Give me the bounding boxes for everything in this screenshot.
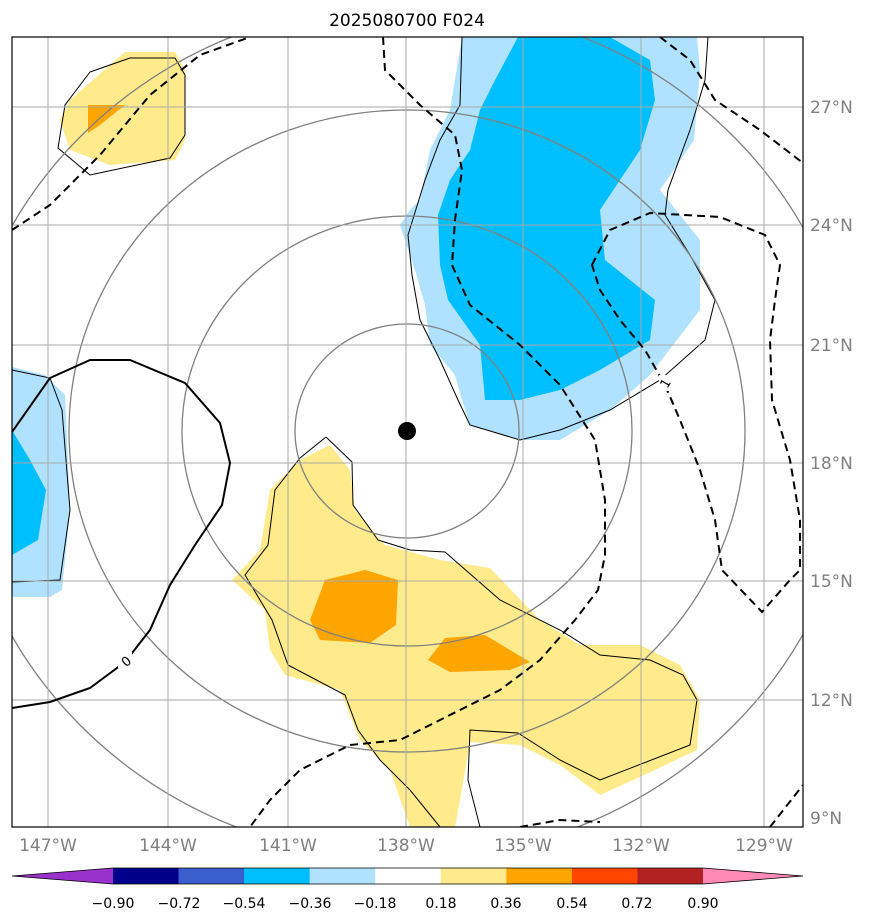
colorbar-tick-label: −0.18 <box>354 896 397 912</box>
negative-anomaly-strong-region-west <box>12 430 46 555</box>
lon-label: 144°W <box>139 836 197 856</box>
colorbar: −0.90 −0.72 −0.54 −0.36 −0.18 0.18 0.36 … <box>11 867 804 912</box>
lon-label: 141°W <box>259 836 317 856</box>
colorbar-swatch <box>309 868 376 884</box>
colorbar-tick-label: −0.36 <box>289 896 332 912</box>
colorbar-tick-label: −0.72 <box>158 896 201 912</box>
colorbar-tick-label: 0.72 <box>621 896 652 912</box>
map-plot-area: 0 1 <box>12 37 803 827</box>
colorbar-swatch <box>506 868 573 884</box>
dashed-contour-layer <box>12 37 803 827</box>
lon-label: 138°W <box>377 836 435 856</box>
range-ring-3 <box>68 109 746 753</box>
colorbar-tick-labels: −0.90 −0.72 −0.54 −0.36 −0.18 0.18 0.36 … <box>92 896 719 912</box>
longitude-labels: 147°W 144°W 141°W 138°W 135°W 132°W 129°… <box>19 836 793 856</box>
colorbar-tick-label: −0.54 <box>223 896 266 912</box>
positive-anomaly-light-region-northwest <box>60 52 185 165</box>
lon-label: 129°W <box>735 836 793 856</box>
shaded-field-layer <box>12 37 700 827</box>
colorbar-tick-label: 0.18 <box>425 896 456 912</box>
solid-contour-layer <box>12 359 232 709</box>
colorbar-swatches <box>12 868 803 884</box>
contour-label-one-bg <box>659 375 671 391</box>
dashed-contour-southeast <box>519 784 803 827</box>
colorbar-swatch <box>113 868 180 884</box>
positive-anomaly-light-region-south <box>232 445 700 827</box>
colorbar-tick-label: −0.90 <box>92 896 135 912</box>
solid-contour-zero <box>12 359 232 709</box>
lat-label: 27°N <box>810 98 853 118</box>
lon-label: 132°W <box>612 836 670 856</box>
lat-label: 15°N <box>810 572 853 592</box>
dashed-contour-east-inner <box>659 37 803 164</box>
range-ring-2 <box>181 215 633 647</box>
dashed-contour-north-central <box>249 37 606 827</box>
colorbar-outline <box>11 867 804 885</box>
map-frame <box>11 36 804 828</box>
lat-label: 24°N <box>810 216 853 236</box>
colorbar-tick-label: 0.36 <box>490 896 521 912</box>
thin-contour-west <box>12 369 71 583</box>
negative-anomaly-strong-region-east <box>438 37 655 400</box>
colorbar-extend-low <box>12 868 113 884</box>
contour-label-zero: 0 <box>119 654 135 671</box>
lat-label: 18°N <box>810 454 853 474</box>
lon-label: 135°W <box>494 836 552 856</box>
colorbar-swatch <box>637 868 704 884</box>
colorbar-swatch <box>244 868 311 884</box>
lon-label: 147°W <box>19 836 77 856</box>
colorbar-swatch <box>571 868 638 884</box>
storm-center-marker <box>398 422 416 440</box>
colorbar-swatch <box>440 868 507 884</box>
lat-label: 12°N <box>810 691 853 711</box>
dashed-contour-northwest <box>12 37 251 231</box>
colorbar-extend-high <box>703 868 803 884</box>
positive-anomaly-moderate-region-south-a <box>310 570 398 643</box>
latitude-labels: 27°N 24°N 21°N 18°N 15°N 12°N 9°N <box>810 98 853 829</box>
positive-anomaly-moderate-region-northwest <box>88 105 125 133</box>
thin-contour-northwest <box>57 57 186 176</box>
thin-contour-layer <box>12 37 716 827</box>
contour-label-zero-bg <box>118 652 132 668</box>
lat-label: 9°N <box>810 809 842 829</box>
lat-label: 21°N <box>810 336 853 356</box>
range-rings <box>12 37 803 827</box>
map-title: 2025080700 F024 <box>329 11 485 31</box>
colorbar-swatch <box>178 868 245 884</box>
colorbar-swatch <box>375 868 442 884</box>
positive-anomaly-moderate-region-south-b <box>428 635 530 672</box>
range-ring-1 <box>294 323 520 539</box>
dashed-contour-east-loop <box>590 211 801 614</box>
thin-contour-south <box>244 436 698 827</box>
thin-contour-east <box>407 37 716 441</box>
colorbar-tick-label: 0.90 <box>687 896 718 912</box>
colorbar-tick-label: 0.54 <box>556 896 587 912</box>
